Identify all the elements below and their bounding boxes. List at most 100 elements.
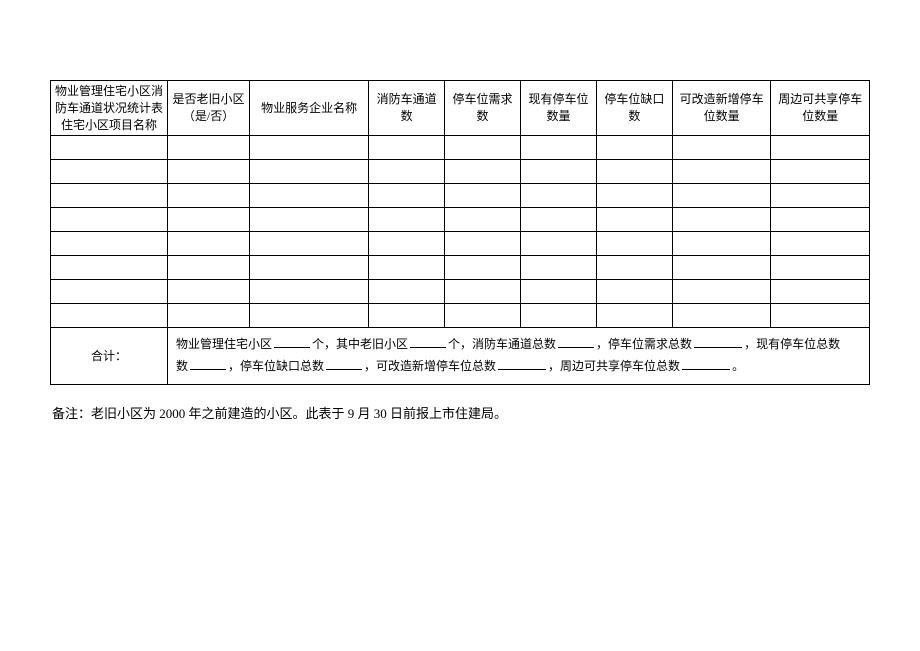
col-header-shareable: 周边可共享停车位数量	[771, 81, 870, 136]
table-cell	[521, 208, 597, 232]
table-cell	[445, 208, 521, 232]
table-cell	[250, 208, 369, 232]
sum-p5b: 数	[176, 359, 188, 373]
table-cell	[445, 160, 521, 184]
table-row	[51, 160, 870, 184]
col-header-demand: 停车位需求数	[445, 81, 521, 136]
table-cell	[771, 256, 870, 280]
table-cell	[771, 280, 870, 304]
table-row	[51, 256, 870, 280]
sum-p5: ，现有停车位总数	[744, 337, 840, 351]
header-row: 物业管理住宅小区消 防车通道状况统计表 住宅小区项目名称 是否老旧小区（是/否）…	[51, 81, 870, 136]
table-cell	[596, 256, 672, 280]
blank-3	[558, 336, 594, 348]
table-row	[51, 280, 870, 304]
blank-6	[326, 358, 362, 370]
table-cell	[445, 256, 521, 280]
table-cell	[521, 232, 597, 256]
blank-2	[410, 336, 446, 348]
table-cell	[369, 280, 445, 304]
sum-p3: 个，消防车通道总数	[448, 337, 556, 351]
table-cell	[672, 208, 771, 232]
table-cell	[445, 184, 521, 208]
table-cell	[51, 280, 168, 304]
table-cell	[250, 232, 369, 256]
table-cell	[369, 208, 445, 232]
table-cell	[521, 304, 597, 328]
table-cell	[771, 304, 870, 328]
table-cell	[51, 136, 168, 160]
table-cell	[51, 208, 168, 232]
table-cell	[771, 160, 870, 184]
table-cell	[51, 256, 168, 280]
table-cell	[250, 280, 369, 304]
data-rows	[51, 136, 870, 328]
sum-p4: ，停车位需求总数	[596, 337, 692, 351]
table-cell	[596, 304, 672, 328]
table-cell	[250, 136, 369, 160]
table-cell	[250, 160, 369, 184]
table-cell	[51, 304, 168, 328]
summary-content: 物业管理住宅小区 个，其中老旧小区 个，消防车通道总数 ，停车位需求总数 ，现有停车位总…	[168, 328, 870, 384]
table-cell	[672, 184, 771, 208]
table-cell	[771, 136, 870, 160]
document-container: 物业管理住宅小区消 防车通道状况统计表 住宅小区项目名称 是否老旧小区（是/否）…	[50, 80, 870, 422]
table-cell	[168, 160, 250, 184]
table-row	[51, 184, 870, 208]
table-cell	[596, 208, 672, 232]
table-cell	[596, 232, 672, 256]
table-cell	[168, 208, 250, 232]
table-cell	[672, 304, 771, 328]
blank-1	[274, 336, 310, 348]
table-row	[51, 136, 870, 160]
table-cell	[369, 160, 445, 184]
table-cell	[521, 160, 597, 184]
table-cell	[771, 232, 870, 256]
table-cell	[521, 184, 597, 208]
blank-7	[498, 358, 546, 370]
table-cell	[168, 136, 250, 160]
sum-p1: 物业管理住宅小区	[176, 337, 272, 351]
table-cell	[445, 280, 521, 304]
col-header-firelane: 消防车通道数	[369, 81, 445, 136]
table-cell	[168, 184, 250, 208]
col-header-existing: 现有停车位数量	[521, 81, 597, 136]
col1-line2: 防车通道状况统计表	[55, 100, 163, 117]
statistics-table: 物业管理住宅小区消 防车通道状况统计表 住宅小区项目名称 是否老旧小区（是/否）…	[50, 80, 870, 385]
blank-4	[694, 336, 742, 348]
summary-row: 合计： 物业管理住宅小区个，其中老旧小区个，消防车通道总数，停车位需求总数，现有…	[51, 328, 870, 384]
col1-line1: 物业管理住宅小区消	[55, 83, 163, 100]
table-cell	[445, 136, 521, 160]
table-cell	[51, 232, 168, 256]
table-cell	[771, 184, 870, 208]
table-cell	[250, 304, 369, 328]
table-cell	[596, 184, 672, 208]
summary-body: 合计： 物业管理住宅小区个，其中老旧小区个，消防车通道总数，停车位需求总数，现有…	[51, 328, 870, 384]
table-cell	[672, 136, 771, 160]
sum-p7: ，可改造新增停车位总数	[364, 359, 496, 373]
table-cell	[596, 280, 672, 304]
sum-p2: 个，其中老旧小区	[312, 337, 408, 351]
table-cell	[445, 304, 521, 328]
col-header-company: 物业服务企业名称	[250, 81, 369, 136]
table-cell	[168, 280, 250, 304]
col-header-gap: 停车位缺口数	[596, 81, 672, 136]
sum-p8: ，周边可共享停车位总数	[548, 359, 680, 373]
col-header-old: 是否老旧小区（是/否）	[168, 81, 250, 136]
table-cell	[168, 304, 250, 328]
table-row	[51, 304, 870, 328]
footnote: 备注：老旧小区为 2000 年之前建造的小区。此表于 9 月 30 日前报上市住…	[50, 403, 870, 422]
blank-5	[190, 358, 226, 370]
table-cell	[369, 136, 445, 160]
blank-8	[682, 358, 730, 370]
table-cell	[521, 280, 597, 304]
table-cell	[445, 232, 521, 256]
table-cell	[51, 160, 168, 184]
col1-line3: 住宅小区项目名称	[55, 117, 163, 134]
table-row	[51, 208, 870, 232]
table-cell	[672, 232, 771, 256]
table-cell	[168, 256, 250, 280]
table-cell	[51, 184, 168, 208]
table-cell	[369, 184, 445, 208]
table-cell	[771, 208, 870, 232]
